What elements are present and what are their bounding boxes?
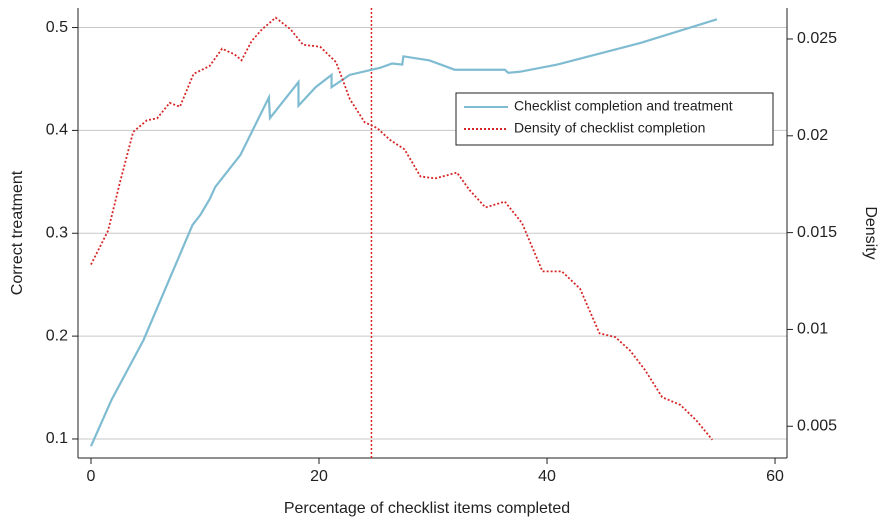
y2-tick-label: 0.02: [797, 127, 828, 144]
series-line: [89, 18, 718, 447]
x-tick-label: 60: [766, 468, 784, 485]
y-axis-title: Correct treatment: [9, 170, 26, 295]
x-axis-title: Percentage of checklist items completed: [284, 500, 570, 517]
y-tick-label: 0.1: [46, 430, 68, 447]
legend-box: [455, 92, 774, 146]
y-tick-label: 0.5: [46, 19, 68, 36]
legend-label: Density of checklist completion: [514, 120, 705, 136]
y-tick-label: 0.4: [46, 122, 68, 139]
y2-axis-title: Density: [862, 206, 879, 259]
x-tick-label: 40: [538, 468, 556, 485]
y2-tick-label: 0.015: [797, 224, 837, 241]
y2-tick-label: 0.025: [797, 30, 837, 47]
x-tick-label: 0: [87, 468, 96, 485]
x-tick-label: 20: [310, 468, 328, 485]
legend-label: Checklist completion and treatment: [514, 98, 733, 114]
y2-tick-label: 0.005: [797, 417, 837, 434]
y2-tick-label: 0.01: [797, 321, 828, 338]
y-tick-label: 0.3: [46, 224, 68, 241]
y-tick-label: 0.2: [46, 327, 68, 344]
series-line: [90, 16, 714, 441]
